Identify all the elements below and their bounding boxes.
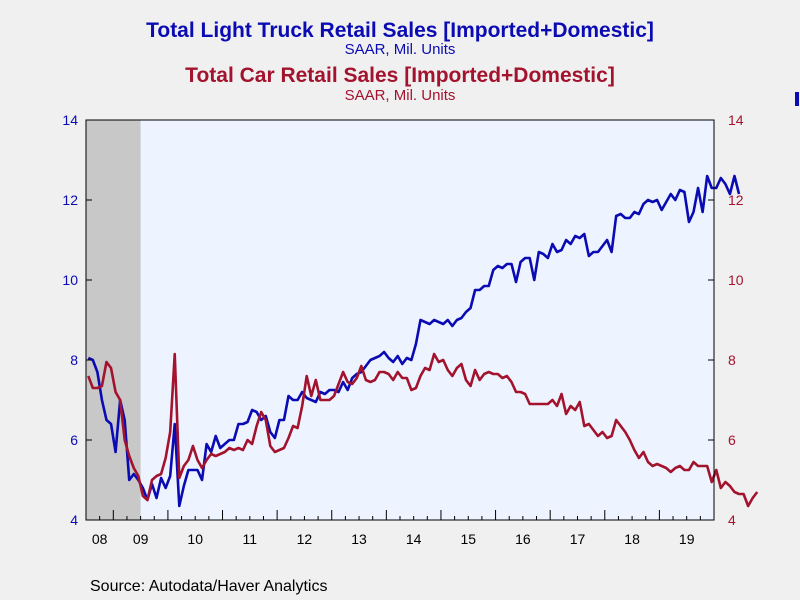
x-tick-label: 12 (297, 531, 313, 547)
y-left-tick-label: 4 (70, 512, 78, 528)
chart-title-truck: Total Light Truck Retail Sales [Imported… (146, 19, 654, 42)
source-note: Source: Autodata/Haver Analytics (90, 578, 328, 595)
x-tick-label: 08 (92, 531, 108, 547)
y-right-tick-label: 4 (728, 512, 736, 528)
x-tick-label: 09 (133, 531, 149, 547)
x-tick-label: 13 (351, 531, 367, 547)
y-left-tick-label: 8 (70, 352, 78, 368)
x-tick-label: 19 (679, 531, 695, 547)
x-tick-label: 10 (187, 531, 203, 547)
y-right-tick-label: 6 (728, 432, 736, 448)
y-right-tick-label: 14 (728, 112, 744, 128)
chart-subtitle-truck: SAAR, Mil. Units (344, 41, 456, 58)
x-tick-label: 14 (406, 531, 422, 547)
truck-sales-line (87, 174, 741, 508)
plot-background (86, 120, 714, 520)
chart-title-car: Total Car Retail Sales [Imported+Domesti… (185, 64, 615, 87)
recession-shading (86, 120, 141, 520)
x-tick-label: 11 (243, 531, 258, 547)
car-sales-line (87, 352, 759, 508)
y-right-tick-label: 8 (728, 352, 736, 368)
x-tick-label: 16 (515, 531, 531, 547)
y-left-tick-label: 6 (70, 432, 78, 448)
legend-marker (795, 92, 799, 106)
y-right-tick-label: 12 (728, 192, 744, 208)
x-tick-label: 15 (460, 531, 476, 547)
x-tick-label: 17 (570, 531, 586, 547)
x-tick-label: 18 (624, 531, 640, 547)
chart-subtitle-car: SAAR, Mil. Units (344, 87, 456, 104)
y-left-tick-label: 12 (62, 192, 78, 208)
y-left-tick-label: 10 (62, 272, 78, 288)
y-left-tick-label: 14 (62, 112, 78, 128)
y-right-tick-label: 10 (728, 272, 744, 288)
